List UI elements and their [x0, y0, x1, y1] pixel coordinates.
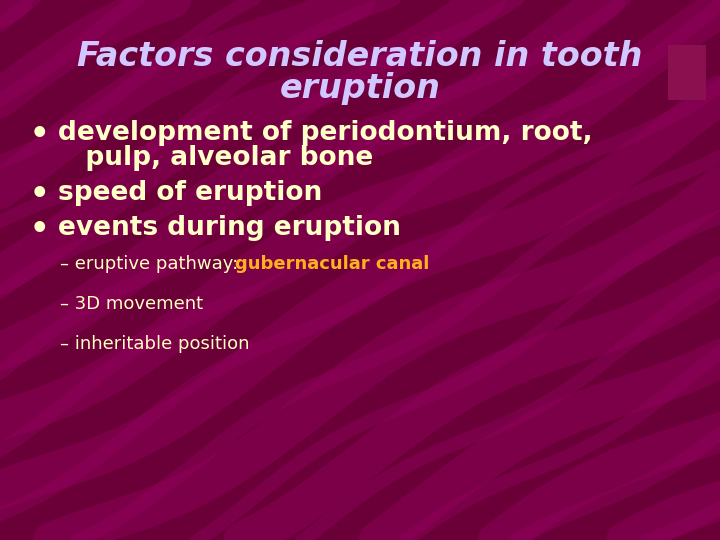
FancyBboxPatch shape [668, 45, 706, 100]
Text: •: • [30, 180, 50, 209]
Text: •: • [30, 120, 50, 149]
Text: •: • [30, 215, 50, 244]
Text: – inheritable position: – inheritable position [60, 335, 250, 353]
Text: eruption: eruption [279, 72, 441, 105]
Text: pulp, alveolar bone: pulp, alveolar bone [58, 145, 373, 171]
Text: – 3D movement: – 3D movement [60, 295, 203, 313]
Text: development of periodontium, root,: development of periodontium, root, [58, 120, 593, 146]
Text: speed of eruption: speed of eruption [58, 180, 323, 206]
Text: – eruptive pathway:: – eruptive pathway: [60, 255, 250, 273]
Text: Factors consideration in tooth: Factors consideration in tooth [77, 40, 643, 73]
Text: events during eruption: events during eruption [58, 215, 401, 241]
Text: gubernacular canal: gubernacular canal [235, 255, 429, 273]
